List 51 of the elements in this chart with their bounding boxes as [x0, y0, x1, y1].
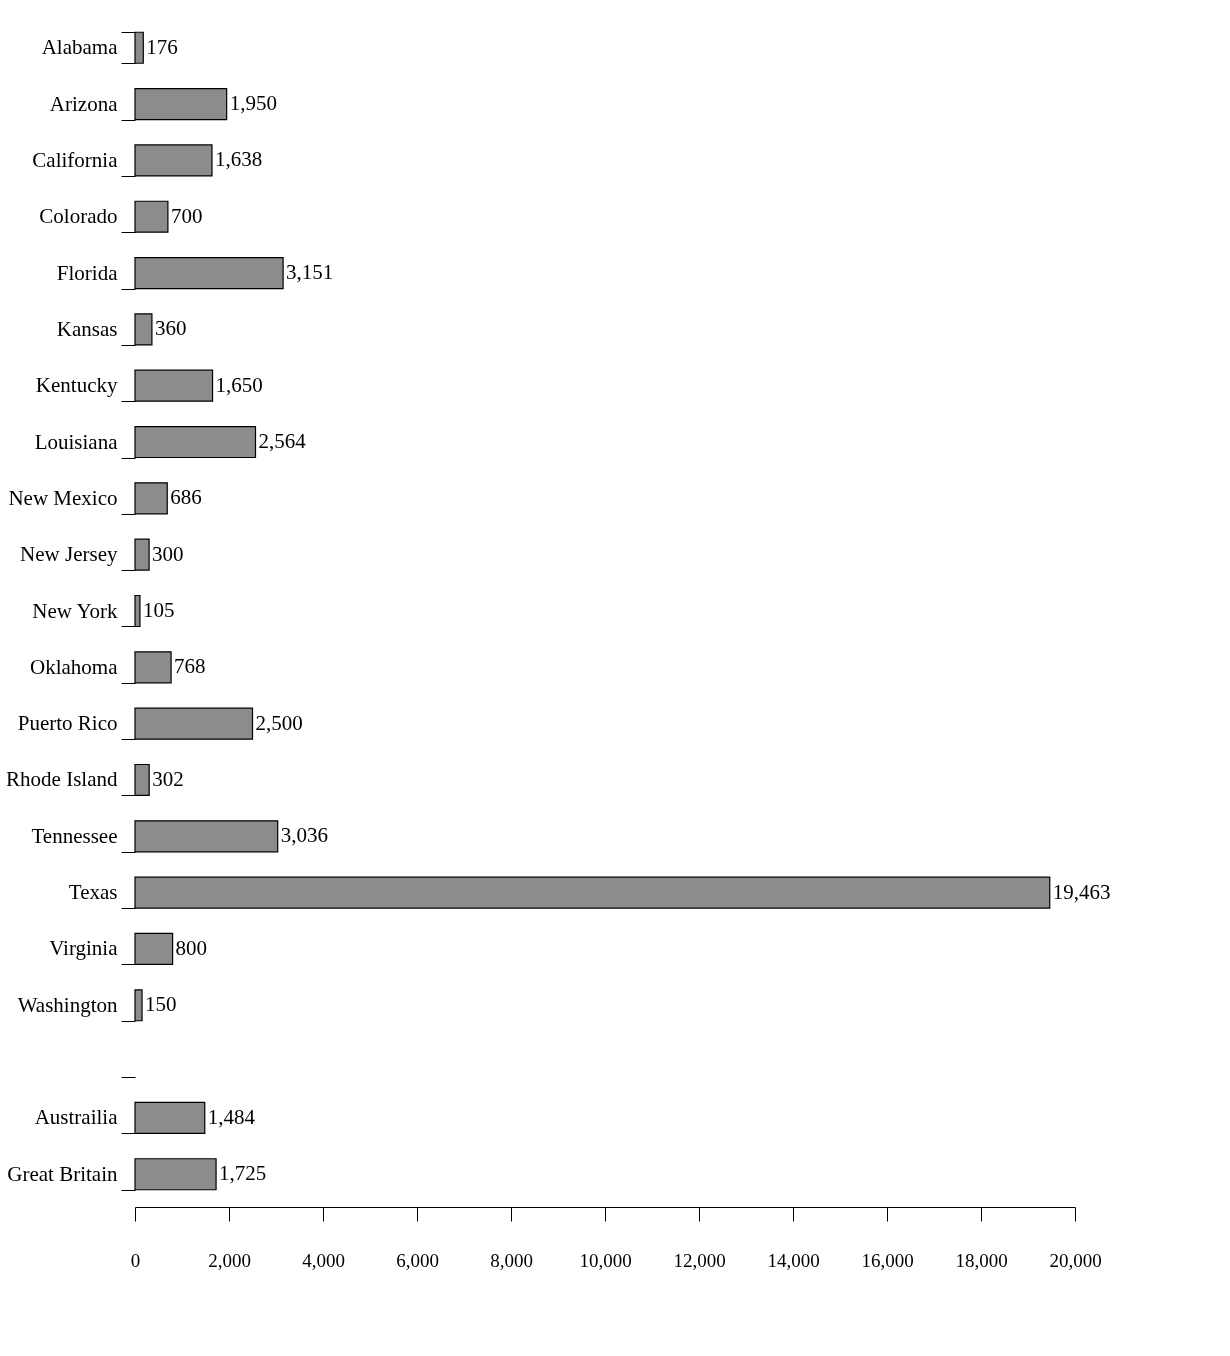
y-tick-label: Louisiana [34, 429, 119, 454]
y-tick-label: Tennessee [31, 823, 118, 848]
y-tick-label: Rhode Island [6, 767, 118, 792]
y-tick-label: Colorado [39, 204, 118, 229]
data-label: 700 [170, 203, 203, 228]
y-tick-label: New Jersey [20, 542, 118, 567]
data-label: 1,725 [219, 1161, 267, 1186]
y-tick-label: Florida [56, 260, 119, 285]
y-tick-label: California [32, 147, 119, 172]
data-label: 300 [152, 541, 184, 566]
x-tick-label: 4,000 [302, 1249, 345, 1271]
y-tick-label: Kansas [56, 316, 118, 341]
y-tick-label: Texas [68, 880, 118, 905]
data-label: 105 [142, 598, 175, 622]
y-tick-label: Arizona [49, 91, 119, 116]
data-label: 1,650 [215, 372, 263, 397]
y-tick-label: Puerto Rico [17, 711, 118, 736]
data-label: 1,638 [214, 147, 263, 172]
y-tick-label: Oklahoma [30, 654, 119, 679]
x-tick-label: 6,000 [396, 1249, 439, 1271]
data-label: 768 [174, 654, 206, 679]
data-label: 3,151 [286, 260, 334, 285]
x-tick-label: 18,000 [955, 1249, 1008, 1271]
x-tick-label: 14,000 [767, 1249, 820, 1271]
y-tick-label: Virginia [49, 936, 119, 961]
data-label: 176 [146, 34, 178, 59]
x-tick-label: 2,000 [208, 1249, 251, 1271]
data-label: 302 [152, 766, 184, 791]
y-tick-label: Washington [17, 992, 118, 1017]
x-tick-label: 20,000 [1049, 1249, 1102, 1271]
data-label: 19,463 [1052, 879, 1111, 904]
data-label: 2,564 [258, 429, 307, 454]
x-tick-label: 10,000 [579, 1249, 632, 1271]
y-tick-label: New York [32, 598, 118, 623]
x-tick-label: 12,000 [673, 1249, 726, 1271]
y-tick-label: Great Britain [7, 1161, 118, 1186]
y-tick-label: Kentucky [35, 373, 118, 398]
data-label: 1,950 [229, 91, 277, 116]
data-label: 360 [154, 316, 187, 341]
data-label: 3,036 [280, 823, 328, 848]
data-label: 1,484 [207, 1104, 256, 1129]
data-label: 686 [170, 485, 202, 510]
y-tick-label: Austrailia [34, 1105, 119, 1130]
data-label: 2,500 [255, 710, 303, 735]
y-tick-label: Alabama [41, 35, 119, 60]
y-tick-label: New Mexico [8, 485, 118, 510]
x-tick-label: 8,000 [490, 1249, 533, 1271]
x-tick-label: 0 [130, 1249, 141, 1271]
x-tick-label: 16,000 [861, 1249, 914, 1271]
data-label: 150 [145, 992, 177, 1017]
data-label: 800 [175, 935, 208, 960]
